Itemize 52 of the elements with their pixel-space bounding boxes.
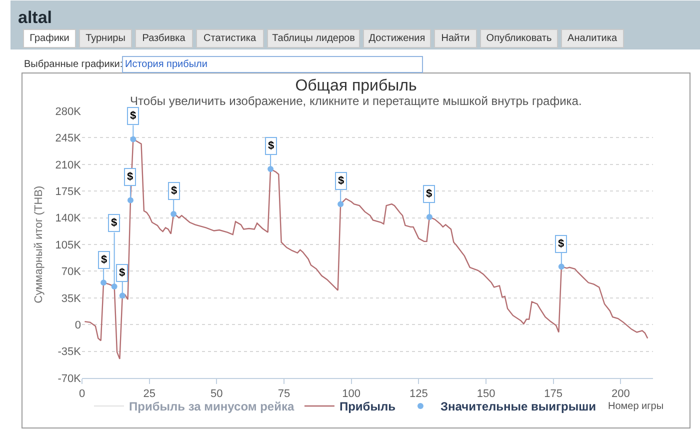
- data-label: $: [558, 238, 564, 250]
- text: Выбранные графики:: [24, 59, 123, 70]
- legend-label: Прибыль за минусом рейка: [129, 400, 294, 414]
- text: altal: [18, 8, 52, 27]
- text: Турниры: [86, 33, 126, 44]
- x-tick-label: 100: [342, 388, 361, 400]
- data-label: $: [171, 185, 178, 197]
- data-label: $: [119, 267, 126, 279]
- x-axis-title: Номер игры: [608, 401, 664, 412]
- x-tick-label: 125: [409, 388, 428, 400]
- y-axis-title: Суммарный итог (THB): [32, 186, 45, 304]
- y-tick-label: 35K: [61, 292, 82, 305]
- legend-label: Значительные выигрыши: [440, 400, 596, 414]
- x-tick-label: 75: [278, 388, 290, 400]
- text: Достижения: [368, 33, 426, 44]
- text: История прибыли: [125, 59, 208, 70]
- x-tick-label: 150: [476, 388, 496, 400]
- y-tick-label: -70K: [58, 372, 82, 385]
- legend-label: Прибыль: [339, 400, 396, 414]
- text: Разбивка: [142, 33, 186, 44]
- text: Найти: [441, 33, 470, 44]
- y-tick-label: 105K: [55, 239, 82, 252]
- x-tick-label: 50: [210, 388, 223, 400]
- point: [338, 201, 344, 208]
- chart-title: Общая прибыль: [295, 78, 417, 95]
- y-tick-label: 245K: [55, 132, 82, 145]
- y-tick-label: 0: [74, 319, 81, 332]
- text: Аналитика: [568, 33, 618, 44]
- text: Графики: [30, 33, 70, 44]
- y-tick-label: 70K: [61, 266, 82, 278]
- text: Опубликовать: [486, 33, 552, 44]
- y-tick-label: 140K: [55, 212, 82, 225]
- y-tick-label: -35K: [58, 346, 82, 358]
- point: [170, 210, 177, 217]
- data-label: $: [127, 171, 134, 183]
- x-tick-label: 25: [143, 388, 156, 400]
- x-tick-label: 175: [544, 388, 563, 400]
- data-label: $: [130, 110, 136, 122]
- point: [268, 166, 274, 172]
- data-label: $: [426, 188, 432, 200]
- data-label: $: [111, 217, 118, 229]
- y-tick-label: 175K: [55, 186, 82, 198]
- point: [426, 214, 432, 220]
- x-tick-label: 200: [612, 388, 630, 400]
- data-label: $: [101, 254, 108, 266]
- data-label: $: [268, 140, 274, 152]
- chart-subtitle: Чтобы увеличить изображение, кликните и перетащите мышкой внутрь графика.: [130, 94, 582, 108]
- text: Таблицы лидеров: [272, 33, 355, 44]
- y-tick-label: 210K: [55, 159, 82, 172]
- text: Статистика: [204, 33, 256, 44]
- data-label: $: [338, 175, 344, 187]
- y-tick-label: 280K: [55, 106, 82, 118]
